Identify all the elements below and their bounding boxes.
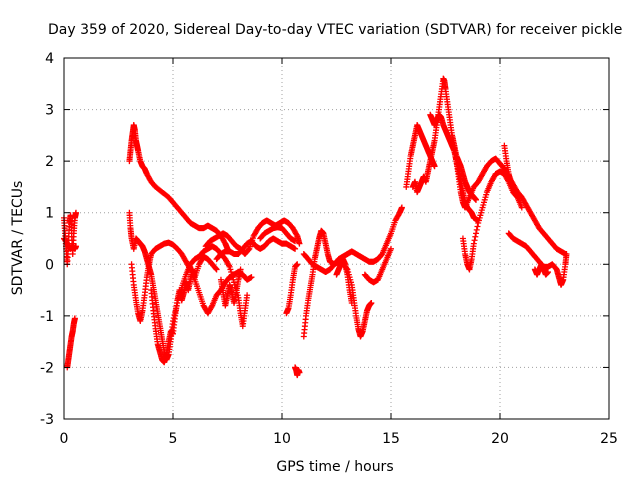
data-point-marker xyxy=(348,299,355,306)
y-tick-label: 2 xyxy=(45,154,54,170)
chart-title: Day 359 of 2020, Sidereal Day-to-day VTE… xyxy=(48,22,622,38)
data-point-marker xyxy=(518,204,525,211)
y-tick-label: 1 xyxy=(45,206,54,222)
data-point-marker xyxy=(296,369,303,376)
data-point-marker xyxy=(388,245,394,252)
y-axis-label: SDTVAR / TECUs xyxy=(10,181,26,296)
data-point-marker xyxy=(296,240,303,247)
data-point-marker xyxy=(473,196,480,203)
data-point-marker xyxy=(72,209,79,216)
data-point-marker xyxy=(470,240,477,247)
data-point-marker xyxy=(225,262,232,269)
y-tick-label: 4 xyxy=(45,51,54,67)
x-tick-label: 15 xyxy=(382,431,400,447)
data-point-marker xyxy=(186,265,193,272)
axis-ticks: 0 5 10 15 20 25 -3 -2 -1 0 1 2 3 4 xyxy=(40,51,618,447)
data-point-marker xyxy=(431,163,438,170)
data-point-marker xyxy=(72,243,79,250)
x-tick-label: 0 xyxy=(60,431,69,447)
plot-frame xyxy=(63,57,610,420)
x-tick-label: 5 xyxy=(169,431,178,447)
y-tick-label: -1 xyxy=(40,309,54,325)
data-point-marker xyxy=(473,230,480,237)
data-point-marker xyxy=(292,245,299,252)
data-point-marker xyxy=(71,315,78,322)
data-points xyxy=(61,75,570,379)
data-point-marker xyxy=(292,238,299,245)
data-point-marker xyxy=(208,303,215,310)
y-tick-label: 0 xyxy=(45,257,54,273)
data-point-marker xyxy=(245,246,252,253)
data-point-marker xyxy=(368,299,375,306)
data-point-marker xyxy=(563,250,570,257)
x-tick-label: 25 xyxy=(600,431,618,447)
data-point-marker xyxy=(471,237,478,244)
data-point-marker xyxy=(237,266,244,273)
y-tick-label: -3 xyxy=(40,412,54,428)
data-point-marker xyxy=(294,261,301,268)
data-point-marker xyxy=(474,223,481,230)
data-point-marker xyxy=(544,269,551,276)
data-point-marker xyxy=(398,204,405,211)
data-point-marker xyxy=(212,265,219,272)
data-point-marker xyxy=(213,266,220,273)
data-point-marker xyxy=(244,292,251,299)
x-tick-label: 20 xyxy=(491,431,509,447)
y-tick-label: 3 xyxy=(45,103,54,119)
y-tick-label: -2 xyxy=(40,360,54,376)
data-point-marker xyxy=(472,233,479,240)
x-axis-label: GPS time / hours xyxy=(276,459,393,475)
data-point-marker xyxy=(248,274,255,281)
data-point-marker xyxy=(473,226,480,233)
x-tick-label: 10 xyxy=(273,431,291,447)
